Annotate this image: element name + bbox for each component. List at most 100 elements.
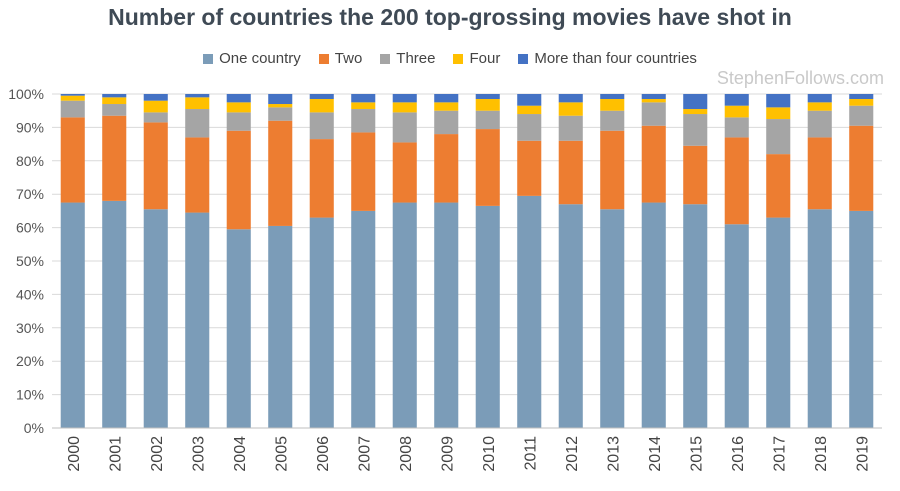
legend-item-more-than-four: More than four countries bbox=[518, 50, 697, 67]
y-tick-label: 90% bbox=[16, 119, 44, 135]
bar-segment bbox=[102, 115, 127, 201]
bar-segment bbox=[351, 102, 376, 110]
bar-segment bbox=[268, 225, 293, 428]
bar-segment bbox=[517, 114, 542, 141]
bar-segment bbox=[226, 130, 251, 230]
legend-item-one-country: One country bbox=[203, 50, 301, 67]
legend-item-four: Four bbox=[453, 50, 500, 67]
bar-segment bbox=[724, 105, 749, 118]
bar-segment bbox=[641, 125, 666, 203]
bar-segment bbox=[475, 99, 500, 111]
bar-segment bbox=[724, 117, 749, 138]
legend-label-four: Four bbox=[469, 50, 501, 67]
legend-label-one-country: One country bbox=[219, 50, 301, 67]
x-tick-label: 2011 bbox=[522, 436, 539, 471]
bar-segment bbox=[807, 94, 832, 103]
bar-segment bbox=[309, 112, 334, 140]
bar-segment bbox=[434, 202, 459, 428]
legend: One country Two Three Four More than fou… bbox=[0, 50, 900, 67]
bar-segment bbox=[475, 94, 500, 100]
bar-segment bbox=[392, 94, 417, 103]
x-tick-label: 2001 bbox=[107, 436, 124, 472]
bar-segment bbox=[766, 107, 791, 120]
bar-segment bbox=[600, 110, 625, 131]
x-tick-label: 2008 bbox=[398, 436, 415, 472]
bar-segment bbox=[351, 210, 376, 428]
x-tick-label: 2014 bbox=[647, 436, 664, 472]
y-tick-label: 60% bbox=[16, 220, 44, 236]
y-tick-label: 70% bbox=[16, 186, 44, 202]
chart-title: Number of countries the 200 top-grossing… bbox=[108, 4, 792, 30]
bar-segment bbox=[185, 94, 210, 98]
bar-segment bbox=[102, 94, 127, 98]
bar-segment bbox=[143, 209, 168, 428]
x-tick-label: 2010 bbox=[481, 436, 498, 472]
legend-swatch-one-country bbox=[203, 53, 214, 64]
bar-segment bbox=[102, 97, 127, 105]
bar-segment bbox=[558, 102, 583, 116]
bar-segment bbox=[683, 114, 708, 146]
x-tick-label: 2016 bbox=[730, 436, 747, 472]
y-tick-label: 50% bbox=[16, 253, 44, 269]
bar-segment bbox=[600, 209, 625, 428]
y-tick-label: 80% bbox=[16, 153, 44, 169]
bar-segment bbox=[351, 94, 376, 103]
bar-segment bbox=[268, 120, 293, 226]
bar-segment bbox=[517, 94, 542, 106]
bar-segment bbox=[434, 110, 459, 135]
bar-segment bbox=[683, 109, 708, 115]
bar-segment bbox=[143, 100, 168, 113]
legend-label-three: Three bbox=[396, 50, 436, 67]
bar-segment bbox=[683, 145, 708, 205]
bar-segment bbox=[60, 100, 85, 118]
legend-label-more-than-four: More than four countries bbox=[534, 50, 697, 67]
x-tick-label: 2005 bbox=[273, 436, 290, 472]
bar-segment bbox=[849, 105, 874, 126]
bar-segment bbox=[268, 107, 293, 121]
x-tick-label: 2018 bbox=[813, 436, 830, 472]
bar-segment bbox=[60, 117, 85, 203]
bar-segment bbox=[724, 94, 749, 106]
y-tick-label: 100% bbox=[8, 86, 44, 102]
x-tick-label: 2004 bbox=[232, 436, 249, 472]
bar-segment bbox=[558, 140, 583, 205]
bar-segment bbox=[60, 95, 85, 101]
bar-segment bbox=[558, 115, 583, 141]
bar-segment bbox=[185, 137, 210, 213]
bar-segment bbox=[392, 112, 417, 143]
x-tick-label: 2017 bbox=[771, 436, 788, 472]
x-tick-label: 2002 bbox=[149, 436, 166, 472]
bar-segment bbox=[309, 99, 334, 113]
bar-segment bbox=[434, 134, 459, 203]
legend-swatch-three bbox=[380, 53, 391, 64]
bar-segment bbox=[475, 129, 500, 206]
bar-segment bbox=[143, 94, 168, 101]
x-tick-label: 2019 bbox=[854, 436, 871, 472]
legend-swatch-four bbox=[453, 53, 464, 64]
legend-swatch-more-than-four bbox=[518, 53, 529, 64]
bar-segment bbox=[766, 94, 791, 108]
bar-segment bbox=[849, 125, 874, 211]
bar-segment bbox=[475, 205, 500, 428]
bar-segment bbox=[392, 202, 417, 428]
y-tick-label: 30% bbox=[16, 320, 44, 336]
legend-item-three: Three bbox=[380, 50, 435, 67]
bar-segment bbox=[309, 94, 334, 100]
bar-segment bbox=[309, 139, 334, 218]
bar-segment bbox=[600, 130, 625, 210]
bar-segment bbox=[102, 104, 127, 116]
bar-segment bbox=[641, 94, 666, 100]
bar-segment bbox=[558, 94, 583, 103]
bar-segment bbox=[102, 200, 127, 428]
x-tick-label: 2007 bbox=[356, 436, 373, 472]
bar-segment bbox=[392, 102, 417, 113]
bar-segment bbox=[434, 102, 459, 111]
bar-segment bbox=[185, 97, 210, 110]
x-tick-label: 2000 bbox=[66, 436, 83, 472]
bar-segment bbox=[849, 210, 874, 428]
bar-segment bbox=[683, 94, 708, 110]
bar-segment bbox=[226, 112, 251, 131]
bar-segment bbox=[475, 110, 500, 130]
legend-label-two: Two bbox=[334, 50, 363, 67]
